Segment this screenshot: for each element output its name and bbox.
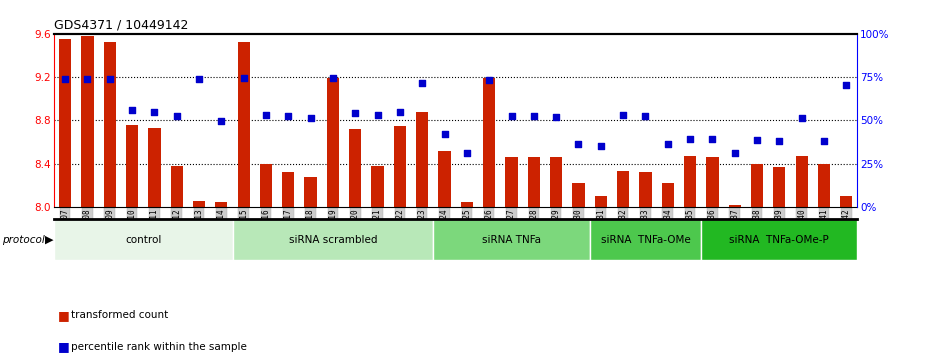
Bar [639,172,652,207]
Point [281,113,296,119]
Bar [148,128,161,207]
Point [125,107,140,112]
Point [80,76,95,82]
Bar [259,164,272,207]
Text: percentile rank within the sample: percentile rank within the sample [71,342,246,352]
Bar [304,177,317,207]
Bar [326,78,339,207]
Point [415,81,430,86]
Text: siRNA TNFa: siRNA TNFa [482,235,541,245]
Bar [773,167,786,207]
Point [683,136,698,142]
Text: ▶: ▶ [45,235,53,245]
Point [303,115,318,121]
Point [593,144,608,149]
Point [705,136,720,142]
Bar [460,202,473,207]
Point [504,113,519,119]
Bar [232,219,433,260]
Bar [795,156,808,207]
Bar [701,219,857,260]
Point [348,110,363,116]
Bar [617,171,630,207]
Bar [594,196,607,207]
Point [236,75,251,81]
Text: siRNA scrambled: siRNA scrambled [288,235,378,245]
Text: control: control [125,235,162,245]
Point [772,138,787,144]
Bar [103,42,116,207]
Bar [215,202,228,207]
Point [214,119,229,124]
Point [392,109,407,114]
Point [437,132,452,137]
Point [616,112,631,118]
Text: GDS4371 / 10449142: GDS4371 / 10449142 [54,18,188,31]
Bar [393,126,406,207]
Bar [661,183,674,207]
Bar [371,166,384,207]
Bar [590,219,701,260]
Point [147,109,162,114]
Bar [81,36,94,207]
Point [750,137,764,143]
Point [459,150,474,156]
Bar [59,39,72,207]
Point [549,114,564,120]
Point [794,115,809,121]
Bar [505,157,518,207]
Point [169,113,184,119]
Point [326,75,340,81]
Point [102,76,117,82]
Bar [126,125,139,207]
Text: siRNA  TNFa-OMe: siRNA TNFa-OMe [601,235,690,245]
Text: ■: ■ [58,341,70,353]
Bar [527,157,540,207]
Point [638,113,653,119]
Point [660,141,675,147]
Bar [550,157,563,207]
Bar [54,219,232,260]
Point [571,141,586,147]
Text: protocol: protocol [2,235,45,245]
Bar [572,183,585,207]
Bar [349,129,362,207]
Bar [684,156,697,207]
Point [192,76,206,82]
Bar [728,205,741,207]
Point [817,138,831,144]
Bar [416,112,429,207]
Point [482,78,497,83]
Bar [483,78,496,207]
Text: siRNA  TNFa-OMe-P: siRNA TNFa-OMe-P [729,235,830,245]
Bar [706,157,719,207]
Point [58,76,73,82]
Bar [751,164,764,207]
Point [727,150,742,156]
Point [259,112,273,118]
Text: ■: ■ [58,309,70,321]
Bar [193,201,206,207]
Bar [438,151,451,207]
Bar [433,219,590,260]
Point [526,113,541,119]
Text: transformed count: transformed count [71,310,168,320]
Point [839,82,854,87]
Point [370,112,385,118]
Bar [237,42,250,207]
Bar [170,166,183,207]
Bar [282,172,295,207]
Bar [840,196,853,207]
Bar [817,164,830,207]
